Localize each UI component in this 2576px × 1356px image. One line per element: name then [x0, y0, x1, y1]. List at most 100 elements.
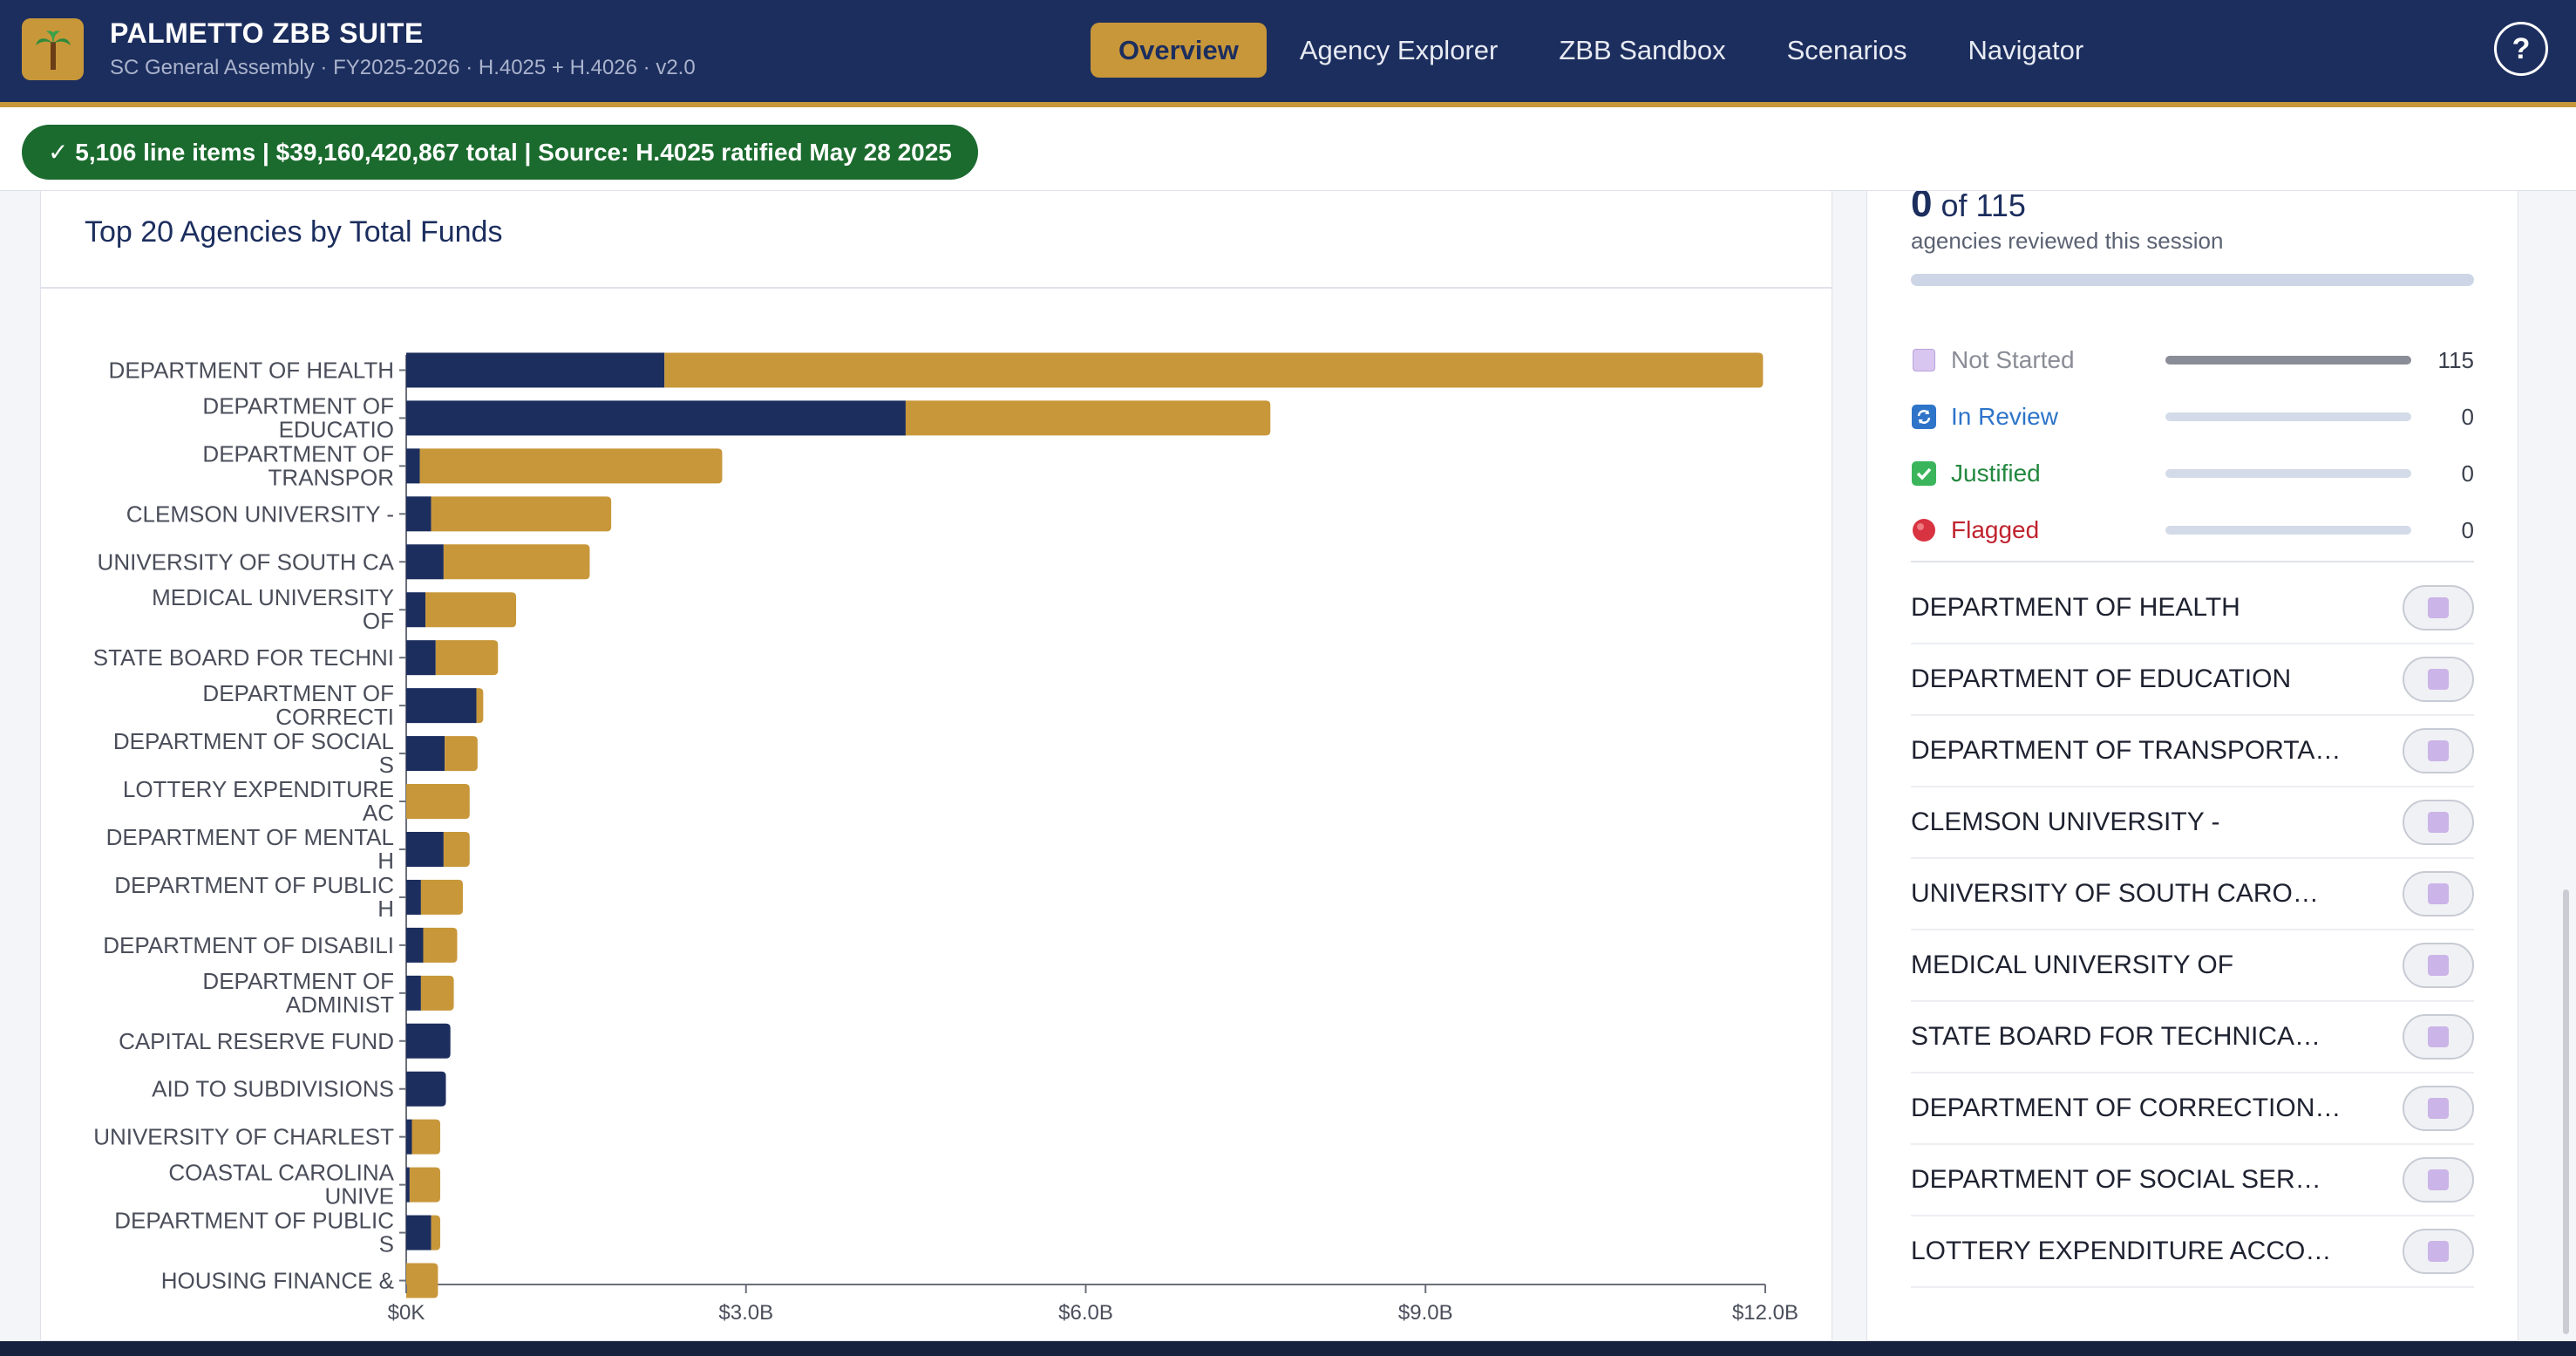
red-circle-icon	[1911, 517, 1937, 543]
agency-row[interactable]: MEDICAL UNIVERSITY OF	[1911, 930, 2474, 1002]
bar-segment	[406, 400, 906, 436]
agency-row[interactable]: DEPARTMENT OF HEALTH	[1911, 573, 2474, 644]
y-tick-label: DEPARTMENT OF PUBLIC H	[114, 872, 394, 922]
agency-row[interactable]: DEPARTMENT OF EDUCATION	[1911, 644, 2474, 716]
status-label: Justified	[1951, 460, 2041, 487]
bar-segment	[423, 927, 458, 963]
agency-row[interactable]: DEPARTMENT OF SOCIAL SER…	[1911, 1145, 2474, 1216]
agency-status-toggle[interactable]	[2403, 1086, 2474, 1131]
x-tick-label: $12.0B	[1732, 1301, 1798, 1325]
square-purple-icon	[2428, 883, 2449, 904]
bar-segment	[420, 975, 454, 1011]
agency-status-toggle[interactable]	[2403, 800, 2474, 845]
bar-segment	[406, 736, 445, 772]
agency-name: DEPARTMENT OF EDUCATION	[1911, 664, 2292, 693]
bar-segment	[425, 592, 517, 628]
y-tick-label-line: CORRECTI	[275, 704, 394, 730]
bar-segment	[443, 544, 590, 580]
agency-row[interactable]: DEPARTMENT OF TRANSPORTA…	[1911, 716, 2474, 787]
square-purple-icon	[2428, 669, 2449, 690]
agency-status-toggle[interactable]	[2403, 1014, 2474, 1060]
status-meter	[2165, 526, 2411, 535]
nav-tab-navigator[interactable]: Navigator	[1968, 35, 2084, 65]
y-tick-label-line: UNIVE	[325, 1183, 394, 1209]
y-tick-label: LOTTERY EXPENDITURE AC	[123, 776, 394, 826]
agency-status-toggle[interactable]	[2403, 1229, 2474, 1274]
total-amount: $39,160,420,867	[275, 139, 459, 166]
square-purple-icon	[2428, 1169, 2449, 1190]
agency-name: DEPARTMENT OF CORRECTION…	[1911, 1094, 2342, 1122]
agency-name: DEPARTMENT OF SOCIAL SER…	[1911, 1165, 2321, 1194]
nav-tab-zbb-sandbox[interactable]: ZBB Sandbox	[1559, 35, 1726, 65]
square-purple-icon	[1911, 347, 1937, 373]
status-count: 0	[2461, 403, 2474, 430]
agency-status-toggle[interactable]	[2403, 585, 2474, 630]
help-button[interactable]: ?	[2494, 22, 2548, 76]
square-purple-icon	[2428, 597, 2449, 618]
status-row-in-review: In Review 0	[1911, 399, 2474, 434]
agency-row[interactable]: UNIVERSITY OF SOUTH CARO…	[1911, 859, 2474, 930]
status-meter	[2165, 469, 2411, 478]
bar-segment	[476, 688, 484, 724]
y-tick-label: DEPARTMENT OF TRANSPOR	[202, 440, 394, 490]
square-purple-icon	[2428, 740, 2449, 761]
bar-segment	[905, 400, 1271, 436]
agency-status-toggle[interactable]	[2403, 871, 2474, 916]
agency-status-toggle[interactable]	[2403, 943, 2474, 988]
agency-name: DEPARTMENT OF TRANSPORTA…	[1911, 736, 2342, 765]
square-purple-icon	[2428, 1026, 2449, 1047]
status-row-justified: Justified 0	[1911, 456, 2474, 491]
review-caption: agencies reviewed this session	[1911, 228, 2224, 254]
check-icon: ✓	[48, 139, 69, 166]
bar-segment	[406, 592, 426, 628]
status-label: Flagged	[1951, 516, 2040, 543]
agency-row[interactable]: DEPARTMENT OF CORRECTION…	[1911, 1073, 2474, 1145]
y-tick-label: DEPARTMENT OF DISABILI	[103, 932, 394, 958]
agency-status-toggle[interactable]	[2403, 728, 2474, 773]
agency-row[interactable]: LOTTERY EXPENDITURE ACCO…	[1911, 1216, 2474, 1288]
bar-segment	[435, 640, 499, 676]
status-label: In Review	[1951, 403, 2058, 430]
bar-segment	[406, 496, 432, 532]
total-word: total	[459, 139, 518, 166]
panel-divider	[1911, 561, 2474, 562]
bar-chart: DEPARTMENT OF HEALTH DEPARTMENT OF EDUCATI…	[93, 352, 1798, 1325]
reviewed-of-total: of 115	[1940, 190, 2026, 223]
page-scrollbar[interactable]	[2563, 889, 2569, 1334]
agency-name: MEDICAL UNIVERSITY OF	[1911, 951, 2234, 979]
y-tick-label: DEPARTMENT OF HEALTH	[109, 357, 394, 383]
agency-row[interactable]: CLEMSON UNIVERSITY -	[1911, 787, 2474, 859]
y-tick-label-line: S	[379, 752, 394, 778]
bar-segment	[406, 1167, 410, 1203]
bar-segment	[406, 1023, 451, 1059]
y-tick-label-line: AC	[363, 800, 394, 826]
y-tick-label: AID TO SUBDIVISIONS	[152, 1076, 394, 1102]
bar-segment	[406, 1263, 438, 1298]
status-bar: ✓ 5,106 line items | $39,160,420,867 tot…	[0, 107, 2576, 191]
y-tick-label-line: H	[377, 848, 394, 874]
y-tick-label: DEPARTMENT OF EDUCATIO	[202, 392, 394, 442]
chart-title: Top 20 Agencies by Total Funds	[85, 215, 503, 249]
nav-tab-scenarios[interactable]: Scenarios	[1786, 35, 1907, 65]
agency-status-toggle[interactable]	[2403, 657, 2474, 702]
nav-tab-overview[interactable]: Overview	[1091, 23, 1267, 78]
reviewed-count: 0 of 115	[1911, 190, 2026, 226]
y-tick-label: CLEMSON UNIVERSITY -	[126, 501, 394, 527]
review-progress-panel: 0 of 115 agencies reviewed this session …	[1866, 190, 2518, 1341]
y-tick-label-line: DEPARTMENT OF	[202, 392, 394, 419]
status-meter	[2165, 412, 2411, 421]
status-count: 0	[2461, 516, 2474, 543]
square-purple-icon	[2428, 1241, 2449, 1262]
bar-segment	[406, 975, 421, 1011]
nav-tab-agency-explorer[interactable]: Agency Explorer	[1299, 35, 1499, 65]
agency-status-toggle[interactable]	[2403, 1157, 2474, 1203]
status-separator: |	[255, 139, 276, 166]
agency-row[interactable]: STATE BOARD FOR TECHNICA…	[1911, 1002, 2474, 1073]
status-meter	[2165, 356, 2411, 365]
agency-name: LOTTERY EXPENDITURE ACCO…	[1911, 1237, 2332, 1265]
check-box-icon	[1911, 460, 1937, 487]
x-tick-label: $3.0B	[718, 1301, 773, 1325]
bar-segment	[406, 1119, 412, 1155]
y-tick-label-line: H	[377, 896, 394, 922]
y-tick-label: DEPARTMENT OF ADMINIST	[202, 968, 394, 1018]
